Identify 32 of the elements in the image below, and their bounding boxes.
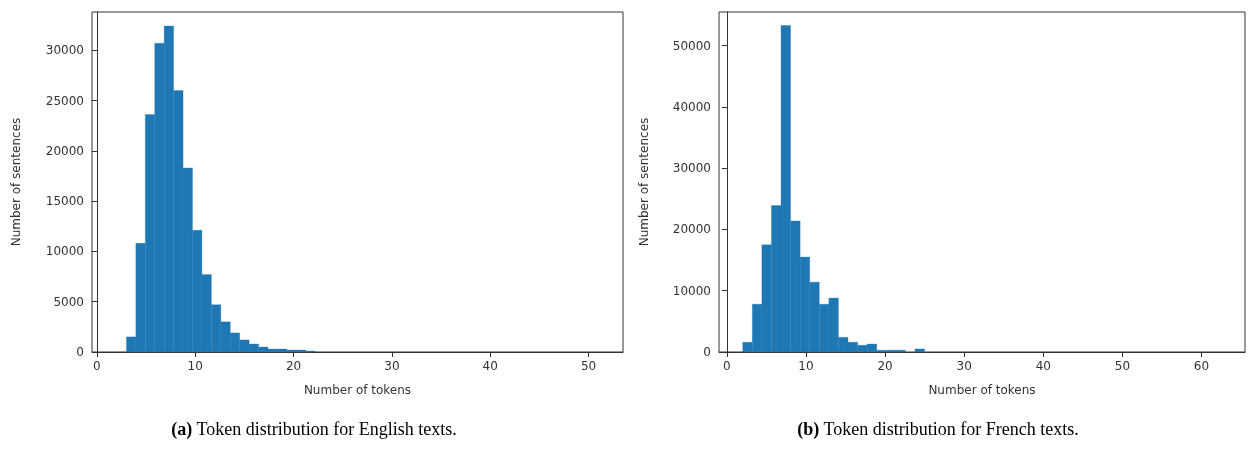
y-tick-label: 50000 [672, 38, 711, 53]
x-tick-label: 50 [580, 359, 597, 373]
y-axis-title: Number of sentences [637, 117, 651, 247]
y-tick-label: 30000 [45, 43, 84, 58]
y-tick-label: 15000 [45, 194, 84, 209]
y-tick-label: 0 [703, 345, 711, 359]
x-tick-label: 60 [1193, 359, 1210, 373]
y-tick-label: 10000 [672, 283, 711, 298]
y-tick-label: 25000 [45, 93, 84, 108]
x-tick-label: 40 [482, 359, 498, 373]
y-axis-title: Number of sentences [9, 117, 23, 247]
text: (b) Token distribution for French texts. [796, 418, 1080, 441]
y-tick-label: 10000 [45, 244, 84, 259]
x-axis-title: Number of tokens [928, 383, 1036, 397]
x-tick-label: 20 [285, 359, 302, 373]
x-tick-label: 30 [956, 359, 972, 373]
y-tick-label: 40000 [672, 99, 711, 114]
x-tick-label: 50 [1114, 359, 1131, 373]
x-tick-label: 0 [723, 359, 731, 373]
x-axis-title: Number of tokens [303, 383, 412, 397]
y-tick-label: 0 [76, 345, 84, 359]
x-tick-label: 10 [187, 359, 203, 373]
x-tick-label: 20 [877, 359, 893, 373]
x-tick-label: 30 [384, 359, 400, 373]
y-tick-label: 5000 [53, 294, 84, 309]
x-tick-label: 10 [798, 359, 814, 373]
y-tick-label: 20000 [672, 222, 711, 237]
y-tick-label: 30000 [672, 161, 711, 176]
x-tick-label: 40 [1035, 359, 1051, 373]
text: (a) Token distribution for English texts. [170, 418, 458, 441]
y-tick-label: 20000 [45, 143, 84, 158]
x-tick-label: 0 [93, 359, 101, 373]
